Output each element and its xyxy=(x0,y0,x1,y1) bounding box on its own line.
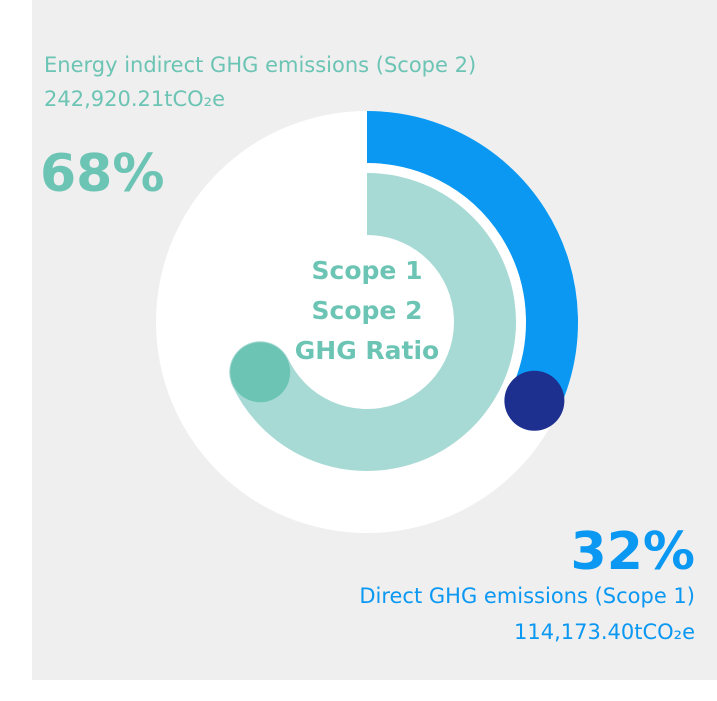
scope2-percent: 68% xyxy=(40,144,164,204)
scope1-name: Direct GHG emissions (Scope 1) xyxy=(359,584,695,608)
arc-end xyxy=(230,342,291,403)
arc xyxy=(366,111,578,412)
track xyxy=(156,111,578,533)
arc-end xyxy=(504,370,565,431)
scope1-percent: 32% xyxy=(571,522,695,582)
center-label: Scope 1 xyxy=(312,256,423,285)
center-label: GHG Ratio xyxy=(295,336,439,365)
center-label: Scope 2 xyxy=(312,296,423,325)
scope1-amount: 114,173.40tCO₂e xyxy=(514,620,695,644)
scope2-amount: 242,920.21tCO₂e xyxy=(44,87,225,111)
scope2-name: Energy indirect GHG emissions (Scope 2) xyxy=(44,53,476,77)
arc xyxy=(232,173,516,471)
